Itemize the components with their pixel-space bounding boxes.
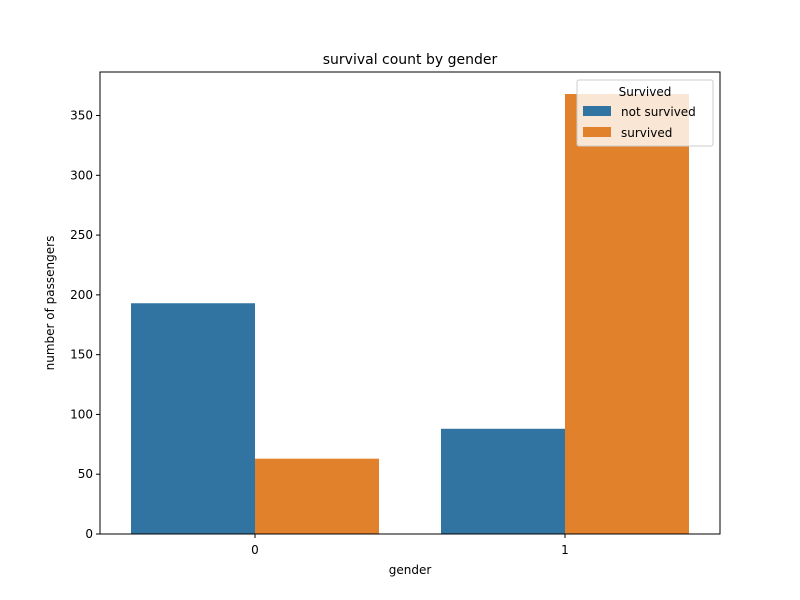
y-tick-label: 200: [70, 288, 93, 302]
legend-swatch-not-survived: [583, 106, 611, 116]
y-tick-label: 150: [70, 348, 93, 362]
bars-group: [131, 94, 689, 534]
y-axis-label: number of passengers: [43, 236, 57, 371]
y-tick-label: 250: [70, 228, 93, 242]
x-axis-label: gender: [389, 563, 432, 577]
bar-not-survived-gender-1: [441, 428, 565, 534]
bar-not-survived-gender-0: [131, 303, 255, 534]
bar-survived-gender-1: [565, 94, 689, 534]
legend-title: Survived: [619, 85, 672, 99]
plot-frame: [99, 71, 721, 535]
y-tick-label: 350: [70, 109, 93, 123]
legend-label-survived: survived: [621, 126, 672, 140]
legend-label-not-survived: not survived: [621, 105, 696, 119]
legend-swatch-survived: [583, 127, 611, 137]
y-tick-label: 0: [85, 527, 93, 541]
y-tick-label: 100: [70, 407, 93, 421]
x-tick-label: 0: [251, 543, 259, 557]
legend: Survived not survived survived: [576, 79, 714, 147]
chart-title: survival count by gender: [323, 52, 498, 68]
y-tick-label: 50: [78, 467, 93, 481]
y-tick-label: 300: [70, 168, 93, 182]
x-tick-label: 1: [561, 543, 569, 557]
y-axis: 0 50 100 150 200 250 300 350: [70, 109, 100, 541]
bar-survived-gender-0: [255, 458, 379, 534]
